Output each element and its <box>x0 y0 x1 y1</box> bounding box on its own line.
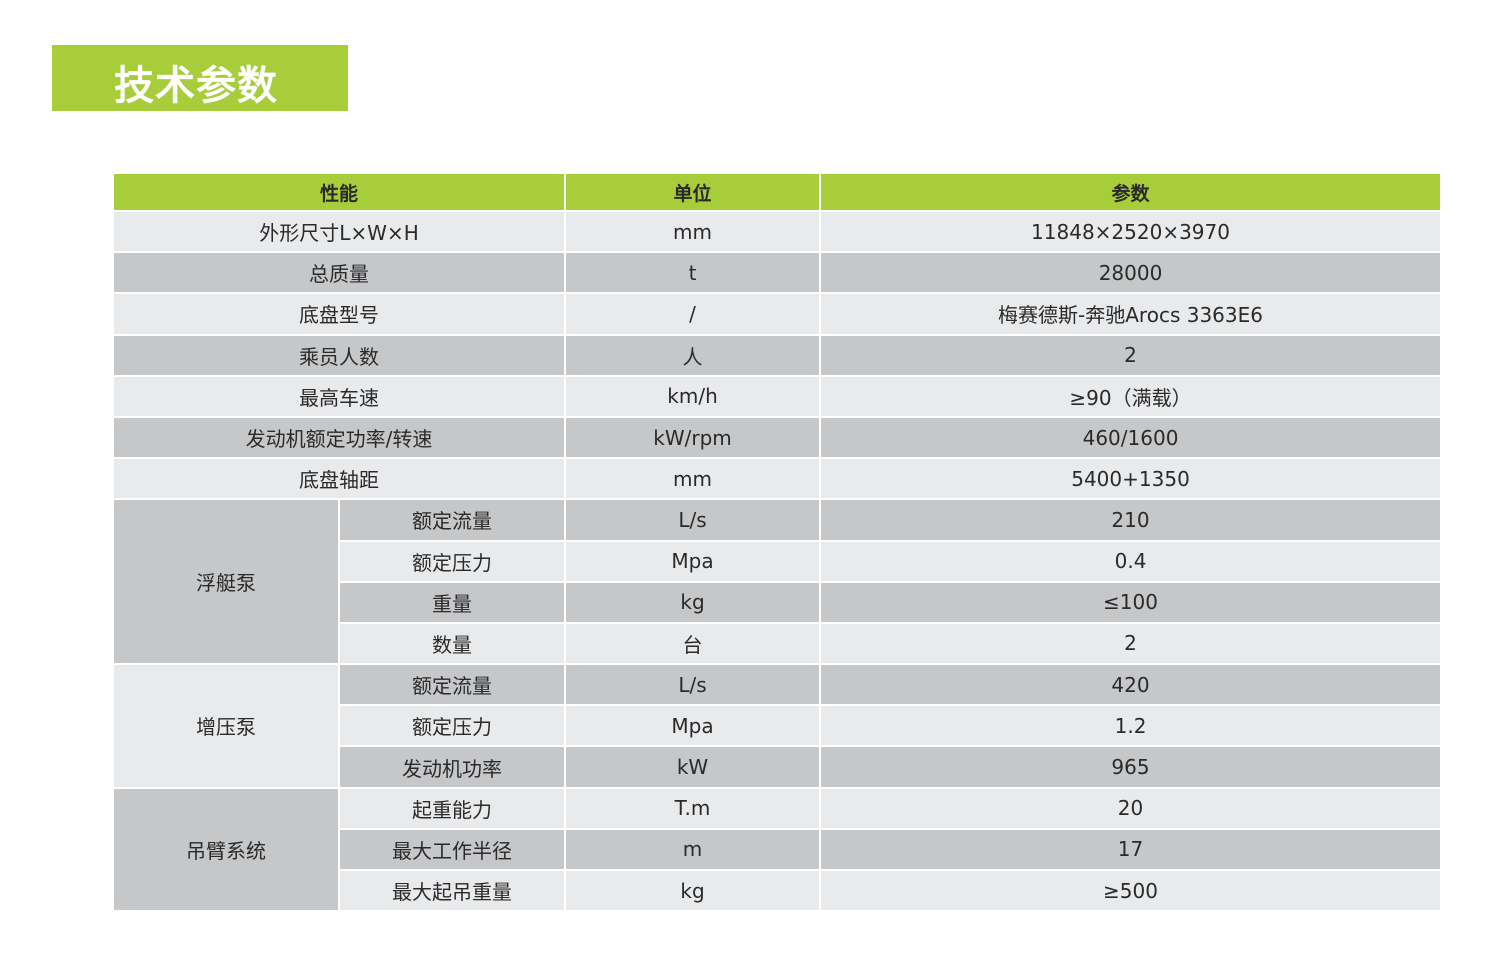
row-unit: T.m <box>566 788 820 828</box>
table-row: 浮艇泵 额定流量 L/s 210 <box>114 500 1441 664</box>
row-name: 底盘型号 <box>114 294 565 334</box>
row-value: ≤100 <box>821 582 1441 622</box>
row-name: 最大工作半径 <box>340 829 565 869</box>
table-row: 最大工作半径 m 17 <box>114 829 1441 869</box>
row-name: 额定流量 <box>340 665 565 705</box>
row-unit: mm <box>566 212 820 252</box>
table-header-row: 性能 单位 参数 <box>114 174 1441 210</box>
row-value: 965 <box>821 747 1441 787</box>
table-row: 发动机功率 kW 965 <box>114 747 1441 787</box>
row-value: 460/1600 <box>821 417 1441 458</box>
row-unit: kg <box>566 871 820 911</box>
row-unit: L/s <box>566 500 820 540</box>
row-unit: L/s <box>566 665 820 705</box>
row-unit: 台 <box>566 623 820 664</box>
row-value: 2 <box>821 335 1441 375</box>
table-row: 增压泵 额定流量 L/s 420 <box>114 665 1441 787</box>
table-row: 额定压力 Mpa 0.4 <box>114 541 1441 581</box>
row-value: 11848×2520×3970 <box>821 212 1441 252</box>
row-value: 17 <box>821 829 1441 869</box>
table-row: 总质量 t 28000 <box>114 253 1441 293</box>
row-name: 额定流量 <box>340 500 565 540</box>
row-unit: kW/rpm <box>566 417 820 458</box>
row-name: 额定压力 <box>340 541 565 581</box>
row-value: 20 <box>821 788 1441 828</box>
table-row: 最大起吊重量 kg ≥500 <box>114 871 1441 911</box>
table-row: 额定压力 Mpa 1.2 <box>114 706 1441 746</box>
row-value: 1.2 <box>821 706 1441 746</box>
group-name: 吊臂系统 <box>114 788 338 911</box>
section-title-banner: 技术参数 <box>52 45 348 111</box>
group-name: 增压泵 <box>114 665 338 787</box>
row-unit: / <box>566 294 820 334</box>
row-name: 发动机额定功率/转速 <box>114 417 565 458</box>
row-value: ≥500 <box>821 871 1441 911</box>
row-unit: kW <box>566 747 820 787</box>
row-value: ≥90（满载） <box>821 376 1441 416</box>
table-row: 底盘轴距 mm 5400+1350 <box>114 459 1441 499</box>
row-unit: kg <box>566 582 820 622</box>
row-unit: Mpa <box>566 706 820 746</box>
row-name: 重量 <box>340 582 565 622</box>
row-name: 外形尺寸L×W×H <box>114 212 565 252</box>
table-row: 发动机额定功率/转速 kW/rpm 460/1600 <box>114 417 1441 458</box>
row-unit: m <box>566 829 820 869</box>
row-name: 起重能力 <box>340 788 565 828</box>
row-name: 总质量 <box>114 253 565 293</box>
row-value: 0.4 <box>821 541 1441 581</box>
table-row: 底盘型号 / 梅赛德斯-奔驰Arocs 3363E6 <box>114 294 1441 334</box>
row-unit: Mpa <box>566 541 820 581</box>
row-unit: km/h <box>566 376 820 416</box>
row-name: 底盘轴距 <box>114 459 565 499</box>
row-value: 28000 <box>821 253 1441 293</box>
spec-table: 性能 单位 参数 外形尺寸L×W×H mm 11848×2520×3970 总质量 t 2… <box>112 172 1442 912</box>
row-unit: t <box>566 253 820 293</box>
table-row: 吊臂系统 起重能力 T.m 20 <box>114 788 1441 911</box>
row-value: 2 <box>821 623 1441 664</box>
section-title: 技术参数 <box>114 63 278 109</box>
row-value: 210 <box>821 500 1441 540</box>
row-unit: 人 <box>566 335 820 375</box>
group-name: 浮艇泵 <box>114 500 338 664</box>
table-row: 重量 kg ≤100 <box>114 582 1441 622</box>
table-row: 外形尺寸L×W×H mm 11848×2520×3970 <box>114 212 1441 252</box>
header-performance: 性能 <box>114 174 565 210</box>
row-name: 乘员人数 <box>114 335 565 375</box>
header-value: 参数 <box>821 174 1441 210</box>
row-name: 发动机功率 <box>340 747 565 787</box>
header-unit: 单位 <box>566 174 820 210</box>
row-value: 420 <box>821 665 1441 705</box>
table-row: 数量台 2 <box>114 623 1441 664</box>
table-row: 最高车速 km/h ≥90（满载） <box>114 376 1441 416</box>
row-name: 额定压力 <box>340 706 565 746</box>
row-value: 5400+1350 <box>821 459 1441 499</box>
row-value: 梅赛德斯-奔驰Arocs 3363E6 <box>821 294 1441 334</box>
row-name: 最高车速 <box>114 376 565 416</box>
row-name: 最大起吊重量 <box>340 871 565 911</box>
row-name: 数量 <box>340 623 565 664</box>
row-unit: mm <box>566 459 820 499</box>
table-row: 乘员人数人 2 <box>114 335 1441 375</box>
